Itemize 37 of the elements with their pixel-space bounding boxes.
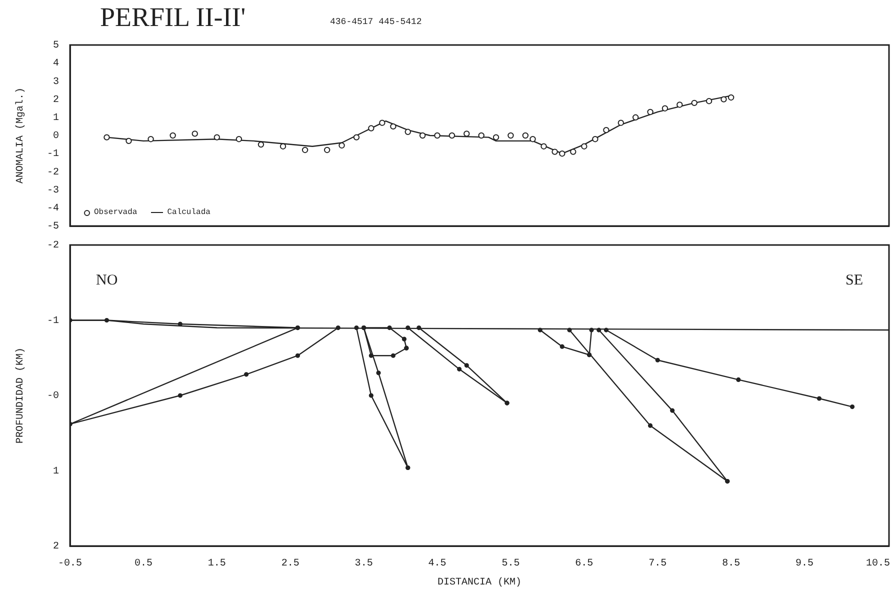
x-tick-label: 10.5 (866, 558, 890, 570)
y-axis-title: ANOMALIA (Mgal.) (14, 87, 27, 184)
chart-title: PERFIL II-II' (100, 2, 246, 33)
y-tick-label: 1 (52, 113, 59, 124)
y-tick-label: -3 (46, 185, 59, 196)
y-tick-label: 5 (52, 40, 59, 52)
y-tick-label: 4 (52, 58, 59, 70)
legend-label: Observada (94, 208, 138, 217)
x-axis-title: DISTANCIA (KM) (437, 576, 522, 589)
y-tick-label: -1 (46, 149, 59, 160)
y-tick-label: 0 (52, 131, 59, 142)
x-tick-label: 5.5 (502, 558, 520, 570)
annotation: NO (96, 272, 118, 288)
y-tick-label: -1 (46, 316, 59, 327)
y-tick-label: 3 (52, 76, 59, 88)
y-tick-label: -2 (46, 167, 59, 178)
x-tick-label: 8.5 (722, 558, 740, 570)
y-tick-label: 1 (52, 466, 59, 478)
x-tick-label: 2.5 (281, 558, 300, 570)
x-tick-label: 9.5 (796, 558, 814, 570)
y-tick-label: 2 (52, 94, 59, 106)
x-tick-label: 3.5 (354, 558, 373, 570)
y-tick-label: -5 (46, 222, 59, 233)
x-tick-label: 0.5 (134, 558, 152, 570)
x-tick-label: 4.5 (428, 558, 446, 570)
annotation: SE (845, 272, 863, 288)
x-tick-label: 7.5 (648, 558, 667, 570)
legend-label: Calculada (167, 208, 210, 217)
y-tick-label: -4 (46, 204, 59, 215)
chart-subtitle: 436-4517 445-5412 (330, 17, 422, 27)
y-tick-label: -2 (46, 240, 59, 252)
y-tick-label: -0 (46, 391, 59, 402)
x-tick-label: 1.5 (208, 558, 226, 570)
x-tick-label: -0.5 (58, 558, 82, 570)
y-tick-label: 2 (52, 542, 59, 553)
y-axis-title: PROFUNDIDAD (KM) (14, 347, 27, 444)
x-tick-label: 6.5 (575, 558, 594, 570)
